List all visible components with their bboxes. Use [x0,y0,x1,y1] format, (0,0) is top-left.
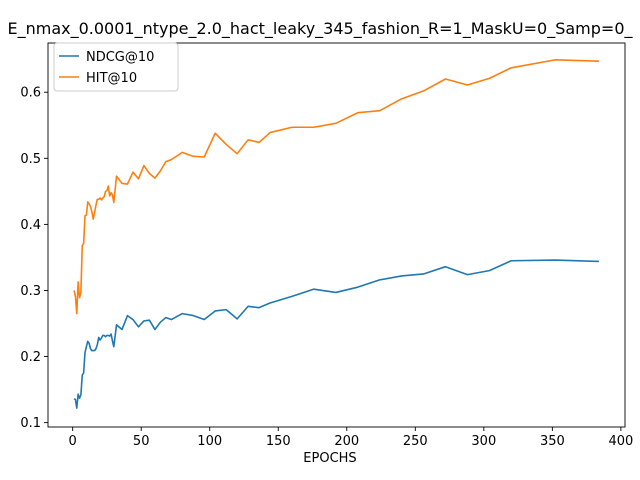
y-tick-label: 0.3 [20,284,41,299]
y-tick-label: 0.1 [20,416,41,431]
x-tick-label: 150 [266,434,291,449]
x-tick-label: 50 [133,434,150,449]
x-tick-label: 400 [608,434,633,449]
series-line-hit [73,59,599,315]
x-tick-label: 250 [403,434,428,449]
x-tick-label: 300 [471,434,496,449]
y-tick-label: 0.6 [20,86,41,101]
x-tick-label: 200 [334,434,359,449]
legend-box [53,42,179,92]
chart-title: E_nmax_0.0001_ntype_2.0_hact_leaky_345_f… [7,19,633,39]
axes-layer: 0 50 100 150 200 250 300 350 400 0.1 0.2 0.3 0.4 0.5 0… [20,42,633,449]
x-tick-label: 100 [197,434,222,449]
legend-label-hit: HIT@10 [86,71,137,86]
y-tick-label: 0.5 [20,152,41,167]
legend-label-ndcg: NDCG@10 [86,50,154,65]
plot-frame [47,42,626,428]
y-tick-label: 0.4 [20,218,41,233]
x-tick-label: 350 [540,434,565,449]
y-tick-label: 0.2 [20,350,41,365]
x-axis-label: EPOCHS [303,451,356,466]
series-layer [73,59,599,409]
legend: NDCG@10 HIT@10 [53,42,179,92]
series-line-ndcg [73,259,599,409]
x-tick-label: 0 [69,434,77,449]
